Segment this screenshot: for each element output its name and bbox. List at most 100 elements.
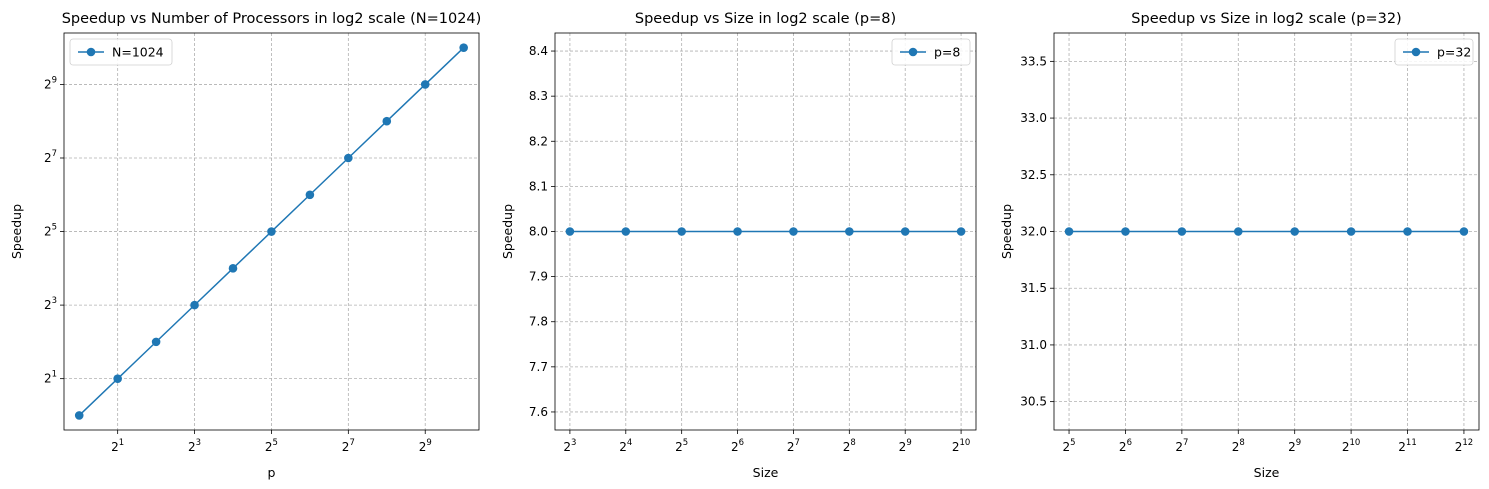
y-tick-base: 2 <box>44 225 52 239</box>
data-point <box>733 227 742 236</box>
x-tick-base: 2 <box>1063 440 1071 454</box>
x-tick-exponent: 1 <box>119 438 124 448</box>
y-axis-label: Speedup <box>9 204 24 259</box>
axes-frame <box>554 32 977 431</box>
x-tick-label: 24 <box>619 438 632 454</box>
data-point <box>789 227 798 236</box>
x-tick-exponent: 10 <box>1350 438 1361 448</box>
legend-marker <box>1411 47 1421 57</box>
axes-frame <box>1053 32 1480 431</box>
data-point <box>1177 227 1187 236</box>
data-point <box>900 227 910 236</box>
y-tick-label: 7.9 <box>529 270 548 284</box>
x-tick-exponent: 8 <box>850 438 855 448</box>
y-tick-label: 8.4 <box>529 44 548 58</box>
y-axis-label: Speedup <box>999 204 1014 259</box>
data-point <box>459 43 468 52</box>
chart-title: Speedup vs Size in log2 scale (p=8) <box>635 11 896 27</box>
subplot-3: 25 26 27 28 29 210 211 21230.531.031.532.032.53… <box>999 11 1480 480</box>
x-tick-exponent: 7 <box>1183 438 1188 448</box>
y-tick-label: 29 <box>44 75 57 91</box>
x-tick-label: 211 <box>1398 438 1416 454</box>
x-tick-exponent: 6 <box>1127 438 1132 448</box>
data-point <box>228 264 238 273</box>
legend-label: p=8 <box>934 45 960 60</box>
y-tick-base: 2 <box>44 151 52 165</box>
y-tick-label: 8.1 <box>529 179 548 193</box>
y-tick-label: 32.0 <box>1020 225 1047 239</box>
x-tick-label: 27 <box>342 438 355 454</box>
x-tick-exponent: 8 <box>1239 438 1244 448</box>
x-tick-base: 2 <box>899 440 907 454</box>
x-tick-label: 28 <box>1232 438 1245 454</box>
x-tick-exponent: 5 <box>683 438 688 448</box>
data-point <box>845 227 854 236</box>
data-point <box>1233 227 1243 236</box>
y-tick-exponent: 5 <box>52 223 57 233</box>
x-tick-exponent: 9 <box>1296 438 1301 448</box>
data-point <box>565 227 575 236</box>
x-tick-exponent: 3 <box>196 438 201 448</box>
x-tick-base: 2 <box>843 440 851 454</box>
y-tick-label: 32.5 <box>1020 168 1047 182</box>
x-tick-base: 2 <box>342 440 350 454</box>
data-point <box>151 337 161 347</box>
data-point <box>1064 227 1074 236</box>
data-point <box>621 227 631 236</box>
data-point <box>113 374 122 383</box>
data-point <box>305 190 315 200</box>
y-tick-label: 31.5 <box>1020 281 1047 295</box>
x-axis-label: p <box>268 465 276 480</box>
x-tick-base: 2 <box>111 440 119 454</box>
x-tick-base: 2 <box>1175 440 1183 454</box>
x-tick-base: 2 <box>619 440 627 454</box>
y-tick-label: 23 <box>44 296 57 312</box>
y-tick-label: 7.7 <box>529 360 548 374</box>
x-tick-label: 29 <box>419 438 432 454</box>
y-tick-label: 30.5 <box>1020 395 1047 409</box>
data-point <box>1403 227 1412 236</box>
subplot-2: 23 24 25 26 27 28 29 2107.67.77.87.98.08.18.28.… <box>500 11 977 480</box>
y-tick-label: 8.2 <box>529 134 548 148</box>
data-point <box>190 300 199 310</box>
data-point <box>677 227 686 236</box>
y-tick-label: 27 <box>44 149 57 165</box>
x-tick-base: 2 <box>1288 440 1296 454</box>
data-point <box>344 153 353 163</box>
y-tick-label: 7.6 <box>529 405 548 419</box>
x-tick-exponent: 4 <box>627 438 632 448</box>
x-tick-label: 21 <box>111 438 124 454</box>
x-tick-exponent: 11 <box>1406 438 1417 448</box>
x-tick-exponent: 12 <box>1462 438 1473 448</box>
x-tick-label: 23 <box>188 438 201 454</box>
y-tick-exponent: 1 <box>52 370 57 380</box>
legend-box <box>69 38 173 66</box>
legend-label: N=1024 <box>112 45 164 60</box>
x-tick-label: 27 <box>1175 438 1188 454</box>
y-tick-label: 7.8 <box>529 315 548 329</box>
x-tick-exponent: 7 <box>349 438 354 448</box>
axes-frame <box>63 32 480 431</box>
x-tick-label: 26 <box>731 438 744 454</box>
x-tick-base: 2 <box>563 440 571 454</box>
x-axis-label: Size <box>753 465 779 480</box>
legend-box <box>1394 38 1474 66</box>
x-tick-label: 27 <box>787 438 800 454</box>
x-tick-base: 2 <box>1455 440 1463 454</box>
x-axis-label: Size <box>1254 465 1280 480</box>
x-tick-label: 210 <box>952 438 970 454</box>
legend-label: p=32 <box>1437 45 1471 60</box>
data-point <box>1290 227 1299 236</box>
data-point <box>74 411 84 420</box>
x-tick-base: 2 <box>1342 440 1350 454</box>
x-tick-exponent: 7 <box>795 438 800 448</box>
x-tick-label: 26 <box>1119 438 1132 454</box>
y-tick-label: 8.0 <box>529 225 548 239</box>
x-tick-base: 2 <box>787 440 795 454</box>
legend-marker <box>908 47 918 57</box>
y-axis-label: Speedup <box>500 204 515 259</box>
x-tick-label: 23 <box>563 438 576 454</box>
legend-box <box>891 38 971 66</box>
y-tick-base: 2 <box>44 298 52 312</box>
